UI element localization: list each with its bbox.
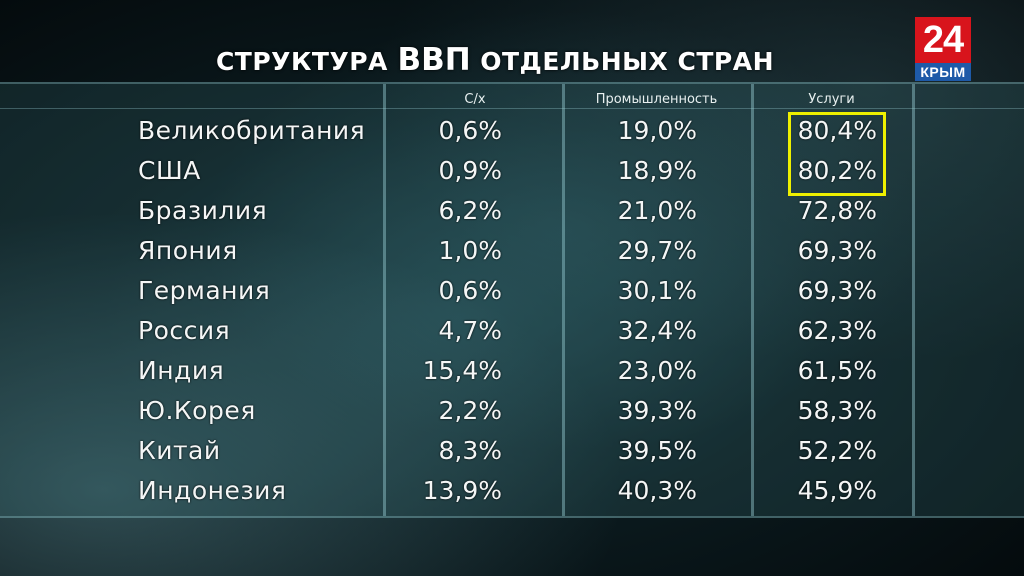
agriculture-value: 1,0% [438,236,502,265]
logo-number: 24 [915,17,971,63]
services-value: 72,8% [797,196,877,225]
industry-value: 21,0% [617,196,697,225]
country-name: Россия [138,316,231,345]
country-name: Ю.Корея [138,396,256,425]
table-row: Япония 1,0% 29,7% 69,3% [0,232,1024,272]
table-row: Индия 15,4% 23,0% 61,5% [0,352,1024,392]
table-row: США 0,9% 18,9% 80,2% [0,152,1024,192]
page-title: СТРУКТУРА ВВП ОТДЕЛЬНЫХ СТРАН [0,42,990,78]
services-value: 80,2% [797,156,877,185]
agriculture-value: 15,4% [422,356,502,385]
gdp-table: С/х Промышленность Услуги Великобритания… [0,82,1024,518]
agriculture-value: 8,3% [438,436,502,465]
services-value: 58,3% [797,396,877,425]
country-name: Индия [138,356,225,385]
agriculture-value: 0,6% [438,276,502,305]
agriculture-value: 0,6% [438,116,502,145]
table-row: Индонезия 13,9% 40,3% 45,9% [0,472,1024,512]
header-divider [0,108,1024,109]
industry-value: 32,4% [617,316,697,345]
services-value: 61,5% [797,356,877,385]
industry-value: 29,7% [617,236,697,265]
country-name: Япония [138,236,238,265]
header-services: Услуги [808,92,855,107]
table-bottom-border [0,516,1024,518]
column-divider [383,84,386,516]
column-divider [562,84,565,516]
industry-value: 40,3% [617,476,697,505]
header-industry: Промышленность [595,92,718,107]
table-row: Россия 4,7% 32,4% 62,3% [0,312,1024,352]
country-name: Индонезия [138,476,287,505]
industry-value: 18,9% [617,156,697,185]
channel-logo: 24 КРЫМ [915,17,971,85]
country-name: США [138,156,201,185]
industry-value: 30,1% [617,276,697,305]
table-top-border [0,82,1024,84]
table-row: Бразилия 6,2% 21,0% 72,8% [0,192,1024,232]
industry-value: 39,3% [617,396,697,425]
title-part-structure: СТРУКТУРА [215,47,388,76]
title-part-countries: ОТДЕЛЬНЫХ СТРАН [480,47,775,76]
table-row: Великобритания 0,6% 19,0% 80,4% [0,112,1024,152]
agriculture-value: 13,9% [422,476,502,505]
title-part-gdp: ВВП [397,42,471,78]
country-name: Германия [138,276,271,305]
industry-value: 19,0% [617,116,697,145]
industry-value: 23,0% [617,356,697,385]
table-row: Китай 8,3% 39,5% 52,2% [0,432,1024,472]
highlight-box [788,112,886,196]
agriculture-value: 2,2% [438,396,502,425]
country-name: Бразилия [138,196,268,225]
country-name: Великобритания [138,116,366,145]
country-name: Китай [138,436,221,465]
services-value: 45,9% [797,476,877,505]
industry-value: 39,5% [617,436,697,465]
services-value: 80,4% [797,116,877,145]
agriculture-value: 6,2% [438,196,502,225]
services-value: 69,3% [797,276,877,305]
column-divider [912,84,915,516]
table-row: Германия 0,6% 30,1% 69,3% [0,272,1024,312]
logo-text: КРЫМ [915,63,971,81]
services-value: 62,3% [797,316,877,345]
services-value: 52,2% [797,436,877,465]
services-value: 69,3% [797,236,877,265]
header-agriculture: С/х [464,92,486,107]
agriculture-value: 0,9% [438,156,502,185]
column-divider [751,84,754,516]
table-row: Ю.Корея 2,2% 39,3% 58,3% [0,392,1024,432]
agriculture-value: 4,7% [438,316,502,345]
